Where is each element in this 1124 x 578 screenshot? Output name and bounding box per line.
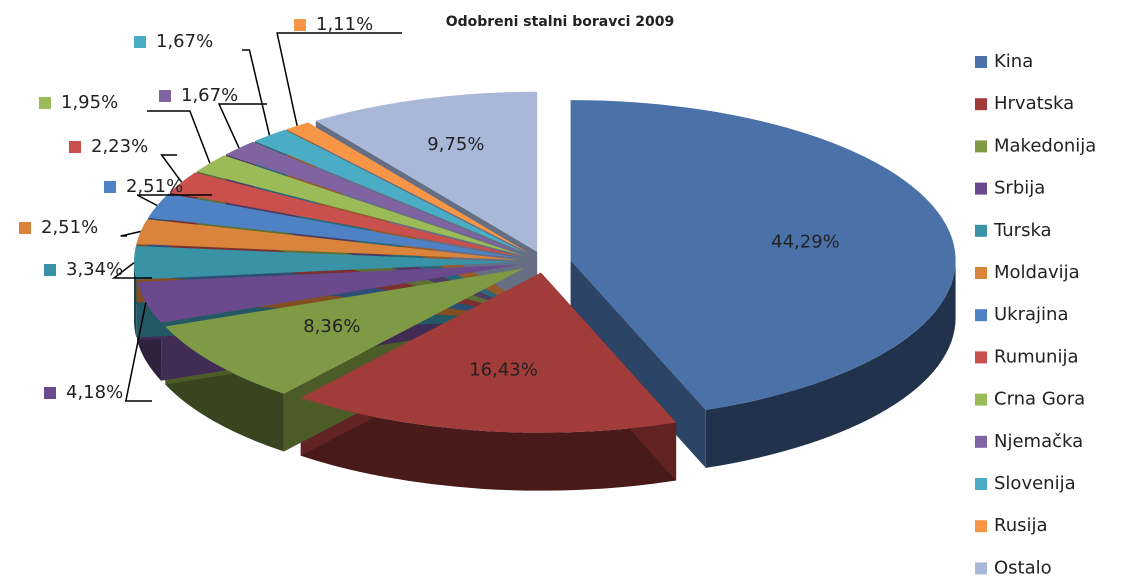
leader-line xyxy=(136,194,212,207)
legend-label: Njemačka xyxy=(994,431,1083,452)
legend-label: Srbija xyxy=(994,178,1045,199)
legend-label: Rumunija xyxy=(994,346,1079,367)
leader-line xyxy=(242,49,271,136)
label-swatch xyxy=(19,222,31,234)
data-label: 4,18% xyxy=(66,382,123,403)
leader-line xyxy=(124,302,152,402)
legend-label: Slovenija xyxy=(994,473,1076,494)
pie-slice xyxy=(137,264,520,323)
label-swatch xyxy=(294,19,306,31)
pie-tops xyxy=(134,91,956,433)
pie-wall xyxy=(705,260,956,468)
legend-swatch xyxy=(975,478,987,490)
pie-slice xyxy=(136,219,520,261)
leader-line xyxy=(217,103,267,149)
pie-slice xyxy=(254,129,528,254)
legend-swatch xyxy=(975,224,987,237)
legend-swatch xyxy=(975,393,987,406)
legend: Kina Hrvatska Makedonija Srbija Turska Moldav… xyxy=(975,51,1096,578)
label-swatch xyxy=(134,36,146,48)
legend-label: Moldavija xyxy=(994,262,1080,283)
data-label: 1,67% xyxy=(156,31,213,52)
pie-slice xyxy=(315,91,538,252)
labels: 44,29% 16,43% 8,36% 4,18% 3,34% 2,51% 2,51% 2,2… xyxy=(19,14,840,403)
legend-label: Kina xyxy=(994,51,1033,72)
legend-label: Ostalo xyxy=(994,557,1052,578)
pie-slice xyxy=(196,155,524,256)
legend-swatch xyxy=(975,56,987,68)
data-label: 2,51% xyxy=(41,217,98,238)
legend-swatch xyxy=(975,182,987,195)
pie-slice xyxy=(225,141,526,255)
pie-slice xyxy=(300,272,677,433)
label-swatch xyxy=(39,97,51,109)
label-swatch xyxy=(104,181,116,193)
data-label: 9,75% xyxy=(427,134,484,155)
legend-label: Hrvatska xyxy=(994,93,1074,114)
data-label: 1,67% xyxy=(181,85,238,106)
legend-label: Rusija xyxy=(994,515,1048,536)
data-label: 16,43% xyxy=(469,360,538,381)
label-swatch xyxy=(69,141,81,153)
legend-swatch xyxy=(975,520,987,533)
pie-wall xyxy=(134,262,137,338)
pie-cut xyxy=(570,260,706,468)
legend-swatch xyxy=(975,98,987,111)
data-label: 8,36% xyxy=(303,316,360,337)
data-label: 1,11% xyxy=(316,14,373,35)
pie-slice xyxy=(165,268,525,394)
data-label: 44,29% xyxy=(771,231,840,252)
legend-label: Makedonija xyxy=(994,135,1096,156)
legend-swatch xyxy=(975,267,987,279)
data-label: 2,23% xyxy=(91,136,148,157)
pie-wall xyxy=(300,397,677,491)
leader-line xyxy=(276,32,402,126)
legend-swatch xyxy=(975,435,987,448)
pie-slice xyxy=(148,193,521,259)
legend-label: Ukrajina xyxy=(994,304,1068,325)
pie-slice xyxy=(169,172,523,257)
pie-slice xyxy=(134,245,520,280)
data-label: 1,95% xyxy=(61,92,118,113)
label-swatch xyxy=(44,264,56,276)
legend-label: Turska xyxy=(993,220,1052,241)
pie-slice xyxy=(570,100,956,410)
legend-swatch xyxy=(975,140,987,153)
data-label: 3,34% xyxy=(66,259,123,280)
legend-swatch xyxy=(975,562,987,575)
leader-line xyxy=(147,110,211,164)
legend-swatch xyxy=(975,351,987,364)
label-swatch xyxy=(159,90,171,102)
chart-title: Odobreni stalni boravci 2009 xyxy=(446,14,675,30)
legend-label: Crna Gora xyxy=(994,389,1085,410)
label-swatch xyxy=(44,387,56,399)
legend-swatch xyxy=(975,309,987,322)
leader-line xyxy=(111,262,152,279)
pie-slice xyxy=(286,122,530,254)
leader-line xyxy=(120,230,141,237)
leader-line xyxy=(160,154,183,183)
data-label: 2,51% xyxy=(126,176,183,197)
